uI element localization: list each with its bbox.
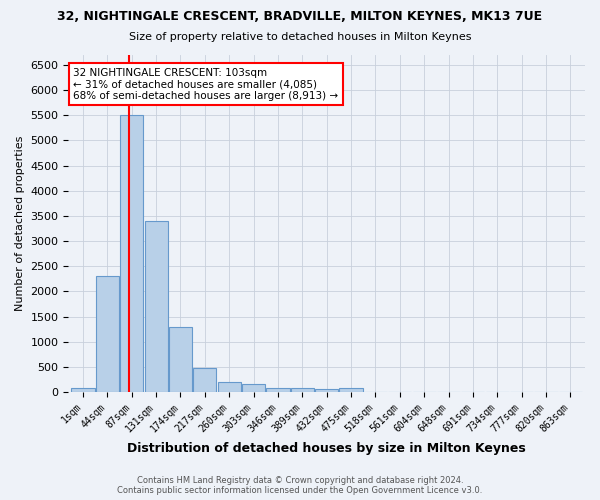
- Text: Contains HM Land Registry data © Crown copyright and database right 2024.
Contai: Contains HM Land Registry data © Crown c…: [118, 476, 482, 495]
- Bar: [120, 116, 143, 392]
- Bar: [266, 388, 290, 392]
- Text: 32 NIGHTINGALE CRESCENT: 103sqm
← 31% of detached houses are smaller (4,085)
68%: 32 NIGHTINGALE CRESCENT: 103sqm ← 31% of…: [73, 68, 338, 101]
- Bar: [242, 384, 265, 392]
- Bar: [71, 388, 95, 392]
- Bar: [145, 221, 168, 392]
- Bar: [96, 276, 119, 392]
- Y-axis label: Number of detached properties: Number of detached properties: [15, 136, 25, 311]
- Bar: [193, 368, 217, 392]
- Text: 32, NIGHTINGALE CRESCENT, BRADVILLE, MILTON KEYNES, MK13 7UE: 32, NIGHTINGALE CRESCENT, BRADVILLE, MIL…: [58, 10, 542, 23]
- Bar: [218, 382, 241, 392]
- Bar: [315, 390, 338, 392]
- Bar: [169, 326, 192, 392]
- X-axis label: Distribution of detached houses by size in Milton Keynes: Distribution of detached houses by size …: [127, 442, 526, 455]
- Bar: [340, 388, 362, 392]
- Bar: [291, 388, 314, 392]
- Text: Size of property relative to detached houses in Milton Keynes: Size of property relative to detached ho…: [129, 32, 471, 42]
